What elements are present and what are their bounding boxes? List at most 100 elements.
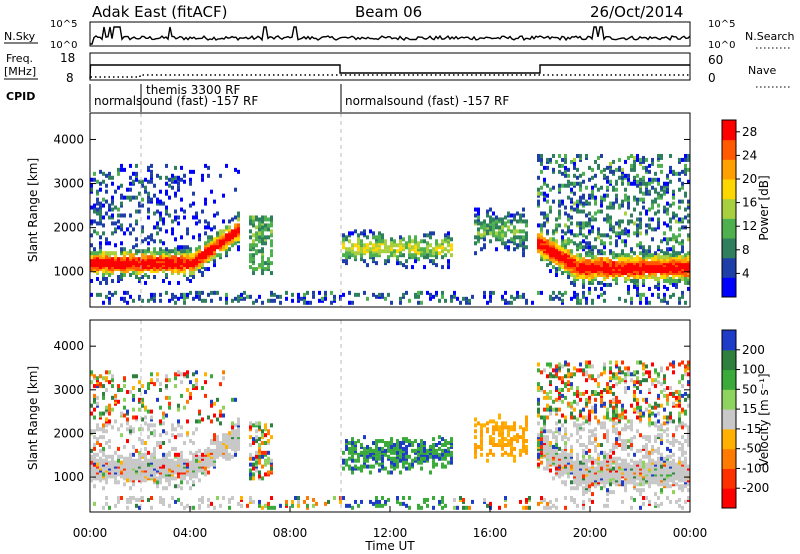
heatmap-cell — [678, 199, 681, 204]
heatmap-cell — [138, 497, 141, 502]
heatmap-cell — [108, 241, 111, 246]
heatmap-cell — [159, 247, 162, 252]
heatmap-cell — [612, 391, 615, 396]
heatmap-cell — [213, 255, 216, 260]
heatmap-cell — [687, 153, 690, 158]
heatmap-cell — [618, 203, 621, 208]
heatmap-cell — [225, 163, 228, 168]
heatmap-cell — [579, 298, 582, 303]
heatmap-cell — [552, 241, 555, 246]
heatmap-cell — [231, 239, 234, 244]
heatmap-cell — [678, 157, 681, 162]
heatmap-cell — [198, 237, 201, 242]
heatmap-cell — [474, 423, 477, 428]
heatmap-cell — [93, 476, 96, 481]
heatmap-cell — [552, 259, 555, 264]
heatmap-cell — [357, 452, 360, 457]
colorbar-swatch — [722, 139, 736, 160]
heatmap-cell — [588, 193, 591, 198]
heatmap-cell — [450, 450, 453, 455]
heatmap-cell — [555, 267, 558, 272]
heatmap-cell — [324, 296, 327, 301]
heatmap-cell — [423, 441, 426, 446]
heatmap-cell — [549, 241, 552, 246]
heatmap-cell — [135, 458, 138, 463]
heatmap-cell — [249, 215, 252, 220]
heatmap-cell — [603, 478, 606, 483]
heatmap-cell — [564, 419, 567, 424]
heatmap-cell — [624, 227, 627, 232]
heatmap-cell — [447, 259, 450, 264]
heatmap-cell — [132, 227, 135, 232]
heatmap-cell — [585, 245, 588, 250]
heatmap-cell — [177, 474, 180, 479]
heatmap-cell — [354, 255, 357, 260]
heatmap-cell — [270, 290, 273, 295]
heatmap-cell — [438, 298, 441, 303]
heatmap-cell — [171, 427, 174, 432]
heatmap-cell — [159, 496, 162, 500]
heatmap-cell — [633, 195, 636, 200]
heatmap-cell — [486, 452, 489, 457]
colorbar-tick-label: 20 — [742, 172, 757, 186]
heatmap-cell — [498, 235, 501, 240]
heatmap-cell — [207, 243, 210, 248]
colorbar-swatch — [722, 238, 736, 259]
heatmap-cell — [675, 219, 678, 224]
heatmap-cell — [456, 296, 459, 301]
heatmap-cell — [177, 251, 180, 256]
heatmap-cell — [249, 452, 252, 457]
heatmap-cell — [594, 403, 597, 408]
heatmap-cell — [96, 395, 99, 400]
heatmap-cell — [453, 294, 456, 299]
heatmap-cell — [219, 296, 222, 301]
heatmap-cell — [588, 177, 591, 182]
heatmap-cell — [162, 497, 165, 502]
heatmap-cell — [132, 397, 135, 402]
heatmap-cell — [423, 446, 426, 451]
heatmap-cell — [93, 397, 96, 402]
heatmap-cell — [570, 444, 573, 449]
heatmap-cell — [135, 243, 138, 248]
heatmap-cell — [195, 386, 198, 391]
heatmap-cell — [555, 273, 558, 278]
heatmap-cell — [420, 444, 423, 449]
heatmap-cell — [381, 464, 384, 469]
heatmap-cell — [111, 374, 114, 379]
heatmap-cell — [99, 241, 102, 246]
heatmap-cell — [525, 219, 528, 224]
heatmap-cell — [186, 276, 189, 281]
heatmap-cell — [135, 275, 138, 280]
heatmap-cell — [546, 183, 549, 188]
heatmap-cell — [354, 292, 357, 297]
heatmap-cell — [384, 466, 387, 471]
heatmap-cell — [249, 243, 252, 248]
heatmap-cell — [264, 267, 267, 272]
heatmap-cell — [570, 239, 573, 244]
heatmap-cell — [96, 197, 99, 202]
heatmap-cell — [540, 227, 543, 232]
heatmap-cell — [135, 209, 138, 214]
heatmap-cell — [588, 413, 591, 418]
heatmap-cell — [624, 243, 627, 248]
heatmap-cell — [447, 460, 450, 465]
heatmap-cell — [405, 450, 408, 455]
heatmap-cell — [267, 439, 270, 444]
heatmap-cell — [588, 217, 591, 222]
heatmap-cell — [540, 433, 543, 438]
heatmap-cell — [600, 249, 603, 254]
heatmap-cell — [609, 219, 612, 224]
heatmap-cell — [600, 421, 603, 426]
heatmap-cell — [627, 284, 630, 289]
heatmap-cell — [447, 452, 450, 457]
heatmap-cell — [633, 275, 636, 280]
heatmap-cell — [213, 437, 216, 442]
heatmap-cell — [204, 231, 207, 236]
heatmap-cell — [162, 429, 165, 434]
heatmap-cell — [270, 229, 273, 234]
heatmap-cell — [189, 380, 192, 385]
heatmap-cell — [408, 253, 411, 258]
heatmap-cell — [567, 372, 570, 377]
heatmap-cell — [639, 177, 642, 182]
heatmap-cell — [129, 187, 132, 192]
